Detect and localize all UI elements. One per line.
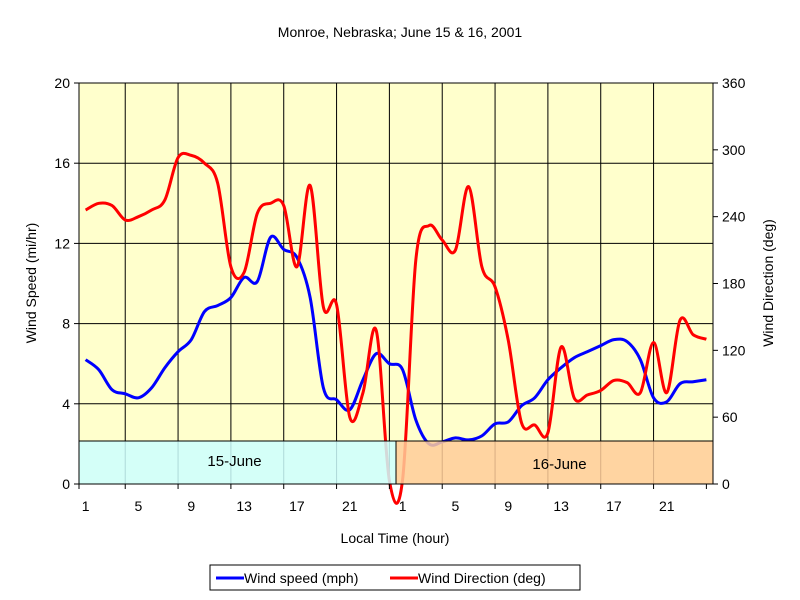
x-tick-label: 1 — [399, 498, 407, 514]
y2-tick-label: 240 — [722, 209, 746, 225]
wind-direction-line — [84, 151, 707, 505]
x-tick-label: 17 — [289, 498, 305, 514]
y-tick-label: 16 — [54, 155, 70, 171]
y2-tick-label: 60 — [722, 409, 738, 425]
x-axis-title: Local Time (hour) — [341, 530, 450, 546]
legend: Wind speed (mph) Wind Direction (deg) — [209, 564, 581, 591]
plot-area — [79, 83, 713, 484]
y2-tick-label: 360 — [722, 75, 746, 91]
series-lines — [84, 151, 707, 505]
y2-tick-label: 180 — [722, 276, 746, 292]
x-tick-label: 9 — [504, 498, 512, 514]
x-tick-label: 5 — [135, 498, 143, 514]
x-tick-label: 13 — [236, 498, 252, 514]
chart-title: Monroe, Nebraska; June 15 & 16, 2001 — [278, 24, 523, 40]
y2-tick-label: 300 — [722, 142, 746, 158]
y-tick-label: 0 — [62, 476, 70, 492]
date-band-label: 16-June — [532, 456, 586, 473]
x-tick-label: 5 — [452, 498, 460, 514]
date-bands: 15-June 16-June — [78, 440, 714, 485]
legend-label-speed: Wind speed (mph) — [244, 570, 358, 586]
x-tick-label: 17 — [606, 498, 622, 514]
x-tick-label: 9 — [187, 498, 195, 514]
x-tick-label: 21 — [659, 498, 675, 514]
y2-tick-label: 0 — [722, 476, 730, 492]
y-tick-label: 4 — [62, 396, 70, 412]
y-tick-label: 12 — [54, 235, 70, 251]
x-tick-label: 1 — [82, 498, 90, 514]
date-band-label: 15-June — [207, 453, 261, 470]
date-band-2 — [395, 440, 714, 485]
legend-label-direction: Wind Direction (deg) — [418, 570, 546, 586]
y-axis-title: Wind Speed (mi/hr) — [23, 223, 39, 344]
y-tick-label: 8 — [62, 316, 70, 332]
x-tick-label: 13 — [553, 498, 569, 514]
wind-speed-line — [84, 234, 707, 447]
y2-axis-title: Wind Direction (deg) — [760, 219, 776, 347]
y-tick-label: 20 — [54, 75, 70, 91]
x-tick-label: 21 — [342, 498, 358, 514]
y2-tick-label: 120 — [722, 342, 746, 358]
date-band-1 — [78, 440, 397, 485]
